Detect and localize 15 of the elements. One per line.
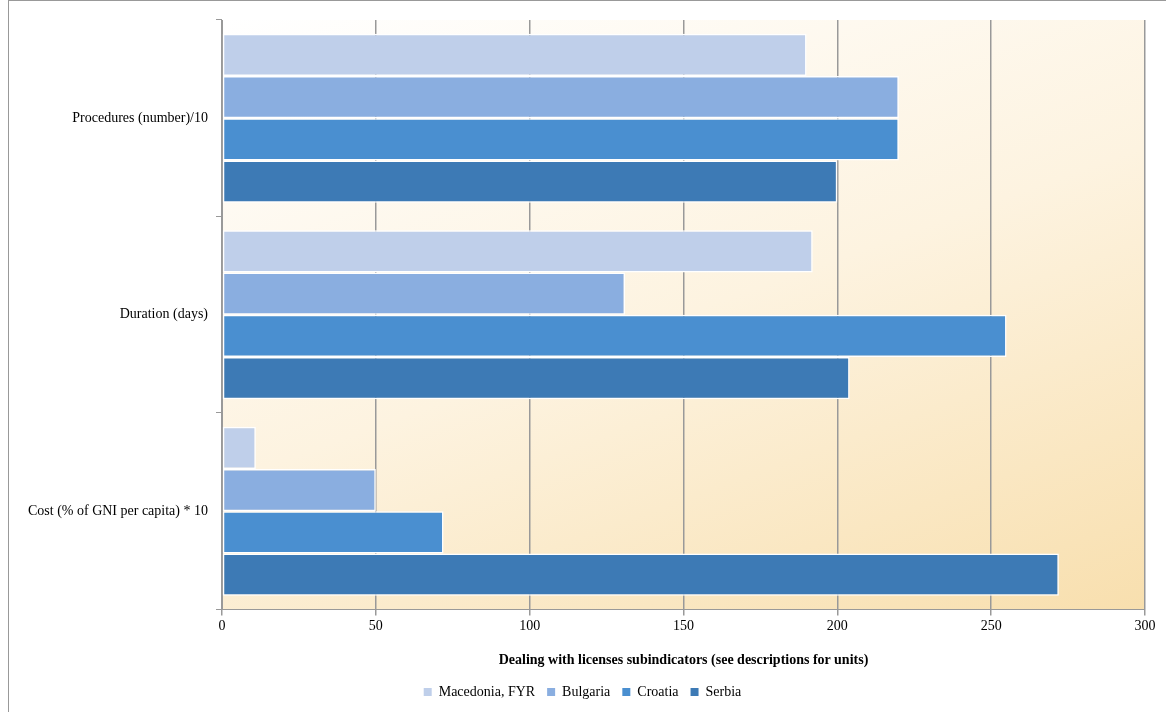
x-tick-label: 50 <box>368 618 383 634</box>
x-tick-label: 250 <box>980 618 1002 634</box>
legend-label: Croatia <box>637 683 680 699</box>
x-axis-title: Dealing with licenses subindicators (see descriptions for units) <box>498 652 869 669</box>
x-tick-label: 150 <box>673 618 694 634</box>
y-tick-label: Duration (days) <box>119 306 209 323</box>
legend-label: Serbia <box>705 683 743 699</box>
y-tick-label: Cost (% of GNI per capita) * 10 <box>27 502 208 519</box>
x-tick-label: 100 <box>519 618 541 634</box>
x-tick-label: 300 <box>1134 618 1156 634</box>
legend-label: Macedonia, FYR <box>438 683 536 699</box>
x-tick-label: 0 <box>218 618 226 634</box>
legend-label: Bulgaria <box>562 683 612 699</box>
y-tick-label: Procedures (number)/10 <box>72 109 208 126</box>
x-tick-label: 200 <box>826 618 848 634</box>
